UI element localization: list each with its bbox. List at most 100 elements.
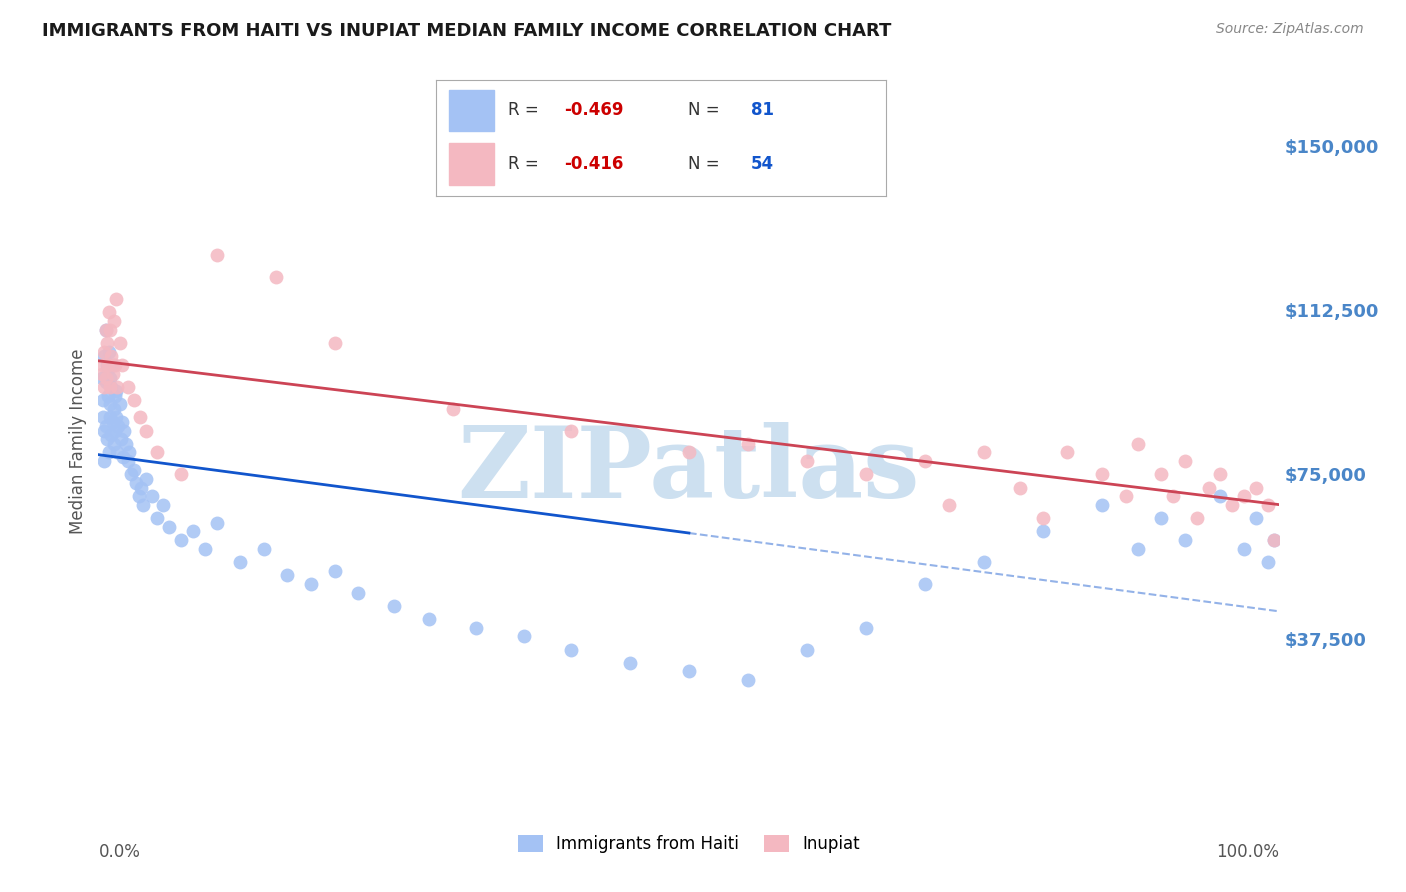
- Text: R =: R =: [508, 155, 538, 173]
- Point: [91, 367, 114, 381]
- Point: [678, 445, 700, 459]
- Point: [347, 585, 370, 599]
- Point: [111, 358, 134, 372]
- Point: [1150, 467, 1173, 482]
- Point: [122, 392, 145, 407]
- Point: [299, 577, 322, 591]
- Point: [141, 489, 163, 503]
- Point: [117, 454, 139, 468]
- Point: [104, 358, 127, 372]
- Point: [678, 665, 700, 679]
- Point: [205, 516, 228, 530]
- Point: [93, 380, 115, 394]
- Point: [100, 380, 122, 394]
- Point: [152, 498, 174, 512]
- Point: [1032, 511, 1054, 525]
- Point: [93, 349, 115, 363]
- Point: [1174, 533, 1197, 547]
- Point: [855, 467, 877, 482]
- Point: [108, 397, 131, 411]
- Point: [117, 380, 139, 394]
- Point: [93, 454, 115, 468]
- Point: [118, 445, 141, 459]
- Point: [1126, 436, 1149, 450]
- Point: [382, 599, 405, 613]
- Point: [94, 323, 117, 337]
- Point: [276, 568, 298, 582]
- Point: [104, 424, 127, 438]
- Point: [105, 380, 128, 394]
- Point: [135, 424, 157, 438]
- Text: N =: N =: [688, 102, 720, 120]
- Point: [1198, 481, 1220, 495]
- Point: [96, 433, 118, 447]
- Legend: Immigrants from Haiti, Inupiat: Immigrants from Haiti, Inupiat: [512, 828, 866, 860]
- Point: [1115, 489, 1137, 503]
- Point: [1091, 498, 1114, 512]
- Point: [323, 564, 346, 578]
- Point: [94, 419, 117, 434]
- Point: [93, 344, 115, 359]
- Point: [97, 388, 120, 402]
- Point: [112, 424, 135, 438]
- Point: [938, 498, 960, 512]
- Point: [170, 467, 193, 482]
- Point: [94, 371, 117, 385]
- Point: [98, 305, 121, 319]
- Point: [108, 336, 131, 351]
- Point: [1091, 467, 1114, 482]
- Point: [1008, 481, 1031, 495]
- Y-axis label: Median Family Income: Median Family Income: [69, 349, 87, 534]
- Point: [129, 481, 152, 495]
- Point: [157, 520, 180, 534]
- Point: [100, 428, 122, 442]
- Point: [737, 673, 759, 688]
- Point: [1263, 533, 1285, 547]
- Point: [97, 358, 120, 372]
- Point: [441, 401, 464, 416]
- Text: 81: 81: [751, 102, 773, 120]
- Point: [121, 467, 143, 482]
- Point: [104, 388, 127, 402]
- Point: [105, 410, 128, 425]
- Point: [1244, 481, 1267, 495]
- Point: [229, 555, 252, 569]
- Point: [91, 392, 114, 407]
- Point: [1209, 467, 1232, 482]
- Point: [194, 541, 217, 556]
- Point: [91, 410, 114, 425]
- Point: [97, 362, 120, 376]
- Point: [146, 511, 169, 525]
- Point: [98, 445, 121, 459]
- Point: [1209, 489, 1232, 503]
- Point: [1233, 489, 1256, 503]
- Point: [1150, 511, 1173, 525]
- Point: [1185, 511, 1208, 525]
- Point: [264, 270, 287, 285]
- Text: 100.0%: 100.0%: [1216, 843, 1279, 861]
- Point: [973, 555, 995, 569]
- Point: [1126, 541, 1149, 556]
- Point: [105, 292, 128, 306]
- Point: [560, 424, 582, 438]
- Point: [914, 577, 936, 591]
- Point: [98, 380, 121, 394]
- Point: [128, 410, 150, 425]
- Point: [125, 476, 148, 491]
- Point: [135, 472, 157, 486]
- Point: [914, 454, 936, 468]
- Point: [1056, 445, 1078, 459]
- Point: [103, 436, 125, 450]
- Point: [91, 371, 114, 385]
- Point: [132, 498, 155, 512]
- Point: [93, 424, 115, 438]
- Point: [1257, 498, 1279, 512]
- Point: [796, 642, 818, 657]
- Point: [98, 371, 121, 385]
- Point: [94, 323, 117, 337]
- Bar: [450, 143, 495, 185]
- Text: ZIPatlas: ZIPatlas: [458, 422, 920, 519]
- Point: [418, 612, 440, 626]
- Point: [103, 401, 125, 416]
- Point: [94, 376, 117, 390]
